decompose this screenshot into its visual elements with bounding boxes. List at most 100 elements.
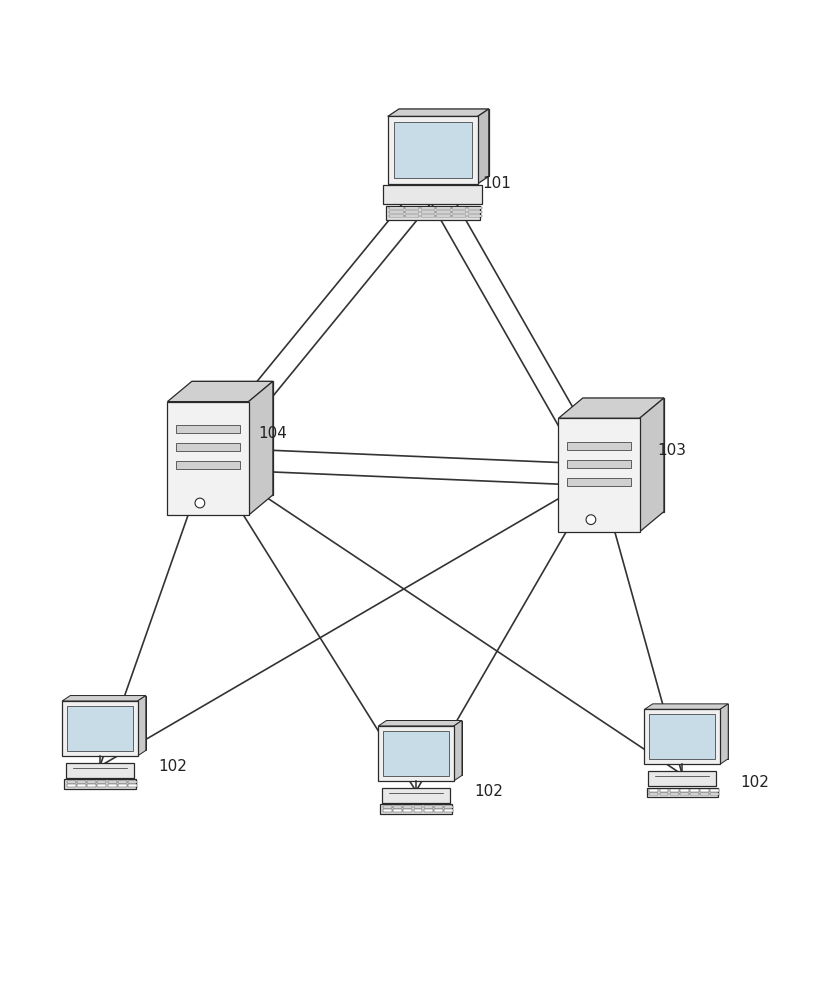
FancyBboxPatch shape: [128, 781, 137, 783]
FancyBboxPatch shape: [452, 215, 466, 217]
FancyBboxPatch shape: [383, 731, 449, 776]
Text: 102: 102: [740, 775, 770, 790]
FancyBboxPatch shape: [423, 809, 433, 812]
FancyBboxPatch shape: [711, 789, 720, 792]
FancyBboxPatch shape: [701, 789, 709, 792]
FancyBboxPatch shape: [567, 460, 631, 468]
FancyBboxPatch shape: [386, 206, 479, 220]
FancyBboxPatch shape: [701, 793, 709, 795]
FancyBboxPatch shape: [405, 211, 419, 213]
FancyBboxPatch shape: [404, 806, 413, 808]
FancyBboxPatch shape: [176, 461, 240, 469]
FancyBboxPatch shape: [394, 806, 402, 808]
Polygon shape: [62, 696, 146, 701]
FancyBboxPatch shape: [67, 706, 133, 751]
FancyBboxPatch shape: [468, 215, 482, 217]
FancyBboxPatch shape: [711, 793, 720, 795]
FancyBboxPatch shape: [649, 789, 658, 792]
FancyBboxPatch shape: [77, 784, 86, 787]
FancyBboxPatch shape: [468, 211, 482, 213]
FancyBboxPatch shape: [67, 784, 76, 787]
FancyBboxPatch shape: [87, 784, 97, 787]
FancyBboxPatch shape: [167, 402, 249, 515]
FancyBboxPatch shape: [118, 784, 126, 787]
Text: 104: 104: [258, 426, 287, 441]
FancyBboxPatch shape: [645, 709, 720, 764]
FancyBboxPatch shape: [387, 721, 462, 775]
FancyBboxPatch shape: [71, 696, 146, 750]
FancyBboxPatch shape: [558, 418, 640, 532]
FancyBboxPatch shape: [389, 211, 404, 213]
FancyBboxPatch shape: [394, 122, 472, 178]
FancyBboxPatch shape: [670, 793, 679, 795]
FancyBboxPatch shape: [379, 726, 453, 781]
FancyBboxPatch shape: [414, 809, 423, 812]
FancyBboxPatch shape: [421, 215, 435, 217]
FancyBboxPatch shape: [646, 788, 718, 797]
FancyBboxPatch shape: [690, 789, 699, 792]
Polygon shape: [640, 398, 664, 532]
FancyBboxPatch shape: [437, 207, 451, 209]
Polygon shape: [453, 721, 462, 781]
FancyBboxPatch shape: [649, 793, 658, 795]
FancyBboxPatch shape: [87, 781, 97, 783]
FancyBboxPatch shape: [444, 809, 453, 812]
FancyBboxPatch shape: [384, 185, 482, 204]
FancyBboxPatch shape: [649, 714, 716, 759]
Polygon shape: [720, 704, 728, 764]
FancyBboxPatch shape: [64, 779, 136, 789]
FancyBboxPatch shape: [660, 793, 668, 795]
FancyBboxPatch shape: [77, 781, 86, 783]
FancyBboxPatch shape: [176, 425, 240, 433]
FancyBboxPatch shape: [567, 442, 631, 450]
FancyBboxPatch shape: [437, 211, 451, 213]
FancyBboxPatch shape: [66, 763, 134, 778]
FancyBboxPatch shape: [176, 443, 240, 451]
FancyBboxPatch shape: [653, 704, 728, 759]
FancyBboxPatch shape: [405, 207, 419, 209]
Polygon shape: [558, 398, 664, 418]
Circle shape: [195, 498, 205, 508]
FancyBboxPatch shape: [191, 381, 273, 495]
FancyBboxPatch shape: [97, 781, 106, 783]
FancyBboxPatch shape: [434, 809, 443, 812]
FancyBboxPatch shape: [680, 789, 689, 792]
FancyBboxPatch shape: [389, 207, 404, 209]
FancyBboxPatch shape: [62, 701, 137, 756]
FancyBboxPatch shape: [380, 804, 452, 814]
FancyBboxPatch shape: [389, 215, 404, 217]
FancyBboxPatch shape: [118, 781, 126, 783]
FancyBboxPatch shape: [648, 771, 716, 786]
FancyBboxPatch shape: [421, 211, 435, 213]
FancyBboxPatch shape: [423, 806, 433, 808]
FancyBboxPatch shape: [107, 781, 116, 783]
FancyBboxPatch shape: [405, 215, 419, 217]
Text: 101: 101: [483, 176, 512, 191]
FancyBboxPatch shape: [421, 207, 435, 209]
Text: 102: 102: [474, 784, 503, 799]
Polygon shape: [167, 381, 273, 402]
Text: 103: 103: [657, 443, 686, 458]
FancyBboxPatch shape: [444, 806, 453, 808]
FancyBboxPatch shape: [383, 806, 392, 808]
FancyBboxPatch shape: [414, 806, 423, 808]
FancyBboxPatch shape: [394, 809, 402, 812]
FancyBboxPatch shape: [670, 789, 679, 792]
Polygon shape: [478, 109, 489, 184]
FancyBboxPatch shape: [582, 398, 664, 512]
Polygon shape: [645, 704, 728, 709]
FancyBboxPatch shape: [399, 109, 489, 176]
FancyBboxPatch shape: [437, 215, 451, 217]
Polygon shape: [137, 696, 146, 756]
Polygon shape: [249, 381, 273, 515]
FancyBboxPatch shape: [452, 207, 466, 209]
FancyBboxPatch shape: [434, 806, 443, 808]
Polygon shape: [379, 721, 462, 726]
FancyBboxPatch shape: [660, 789, 668, 792]
Circle shape: [586, 515, 596, 525]
FancyBboxPatch shape: [468, 207, 482, 209]
Text: 102: 102: [158, 759, 187, 774]
FancyBboxPatch shape: [107, 784, 116, 787]
FancyBboxPatch shape: [97, 784, 106, 787]
FancyBboxPatch shape: [690, 793, 699, 795]
